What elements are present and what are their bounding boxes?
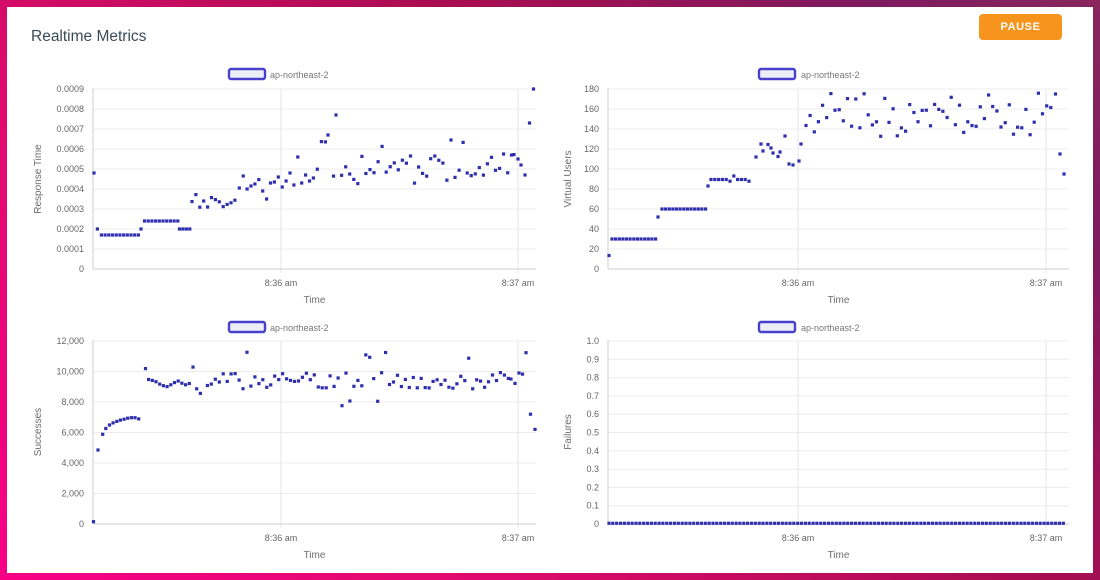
svg-text:ap-northeast-2: ap-northeast-2 — [270, 323, 329, 333]
svg-text:8:36 am: 8:36 am — [265, 278, 298, 288]
svg-text:40: 40 — [589, 224, 599, 234]
svg-text:0.0008: 0.0008 — [56, 104, 84, 114]
svg-text:0.4: 0.4 — [586, 446, 599, 456]
svg-text:10,000: 10,000 — [56, 367, 84, 377]
svg-text:8:36 am: 8:36 am — [265, 533, 298, 543]
svg-text:12,000: 12,000 — [56, 336, 84, 346]
svg-text:8:36 am: 8:36 am — [782, 278, 815, 288]
svg-text:0.0002: 0.0002 — [56, 224, 84, 234]
svg-text:20: 20 — [589, 244, 599, 254]
svg-text:0: 0 — [79, 519, 84, 529]
svg-text:160: 160 — [584, 104, 599, 114]
svg-text:Time: Time — [828, 295, 850, 306]
svg-text:ap-northeast-2: ap-northeast-2 — [801, 70, 860, 80]
svg-text:120: 120 — [584, 144, 599, 154]
svg-text:140: 140 — [584, 124, 599, 134]
svg-text:0: 0 — [594, 264, 599, 274]
svg-text:Failures: Failures — [563, 414, 574, 450]
svg-text:6,000: 6,000 — [61, 428, 84, 438]
svg-text:0.6: 0.6 — [586, 409, 599, 419]
svg-text:60: 60 — [589, 204, 599, 214]
svg-text:Successes: Successes — [33, 408, 44, 456]
svg-text:8:37 am: 8:37 am — [1030, 278, 1063, 288]
svg-text:8:37 am: 8:37 am — [502, 278, 535, 288]
svg-text:0.9: 0.9 — [586, 354, 599, 364]
svg-text:ap-northeast-2: ap-northeast-2 — [801, 323, 860, 333]
svg-text:0.5: 0.5 — [586, 428, 599, 438]
svg-text:0.1: 0.1 — [586, 501, 599, 511]
svg-text:Response Time: Response Time — [33, 144, 44, 214]
svg-text:0.2: 0.2 — [586, 482, 599, 492]
svg-text:Time: Time — [304, 295, 326, 306]
svg-text:100: 100 — [584, 164, 599, 174]
svg-text:Time: Time — [304, 550, 326, 561]
svg-text:0: 0 — [79, 264, 84, 274]
svg-text:4,000: 4,000 — [61, 458, 84, 468]
svg-text:0.8: 0.8 — [586, 373, 599, 383]
svg-text:1.0: 1.0 — [586, 336, 599, 346]
svg-text:0.0005: 0.0005 — [56, 164, 84, 174]
svg-text:80: 80 — [589, 184, 599, 194]
svg-text:0.0003: 0.0003 — [56, 204, 84, 214]
svg-text:8,000: 8,000 — [61, 397, 84, 407]
svg-text:ap-northeast-2: ap-northeast-2 — [270, 70, 329, 80]
svg-text:0.7: 0.7 — [586, 391, 599, 401]
svg-text:8:37 am: 8:37 am — [502, 533, 535, 543]
svg-text:8:36 am: 8:36 am — [782, 533, 815, 543]
svg-text:8:37 am: 8:37 am — [1030, 533, 1063, 543]
svg-text:0.0004: 0.0004 — [56, 184, 84, 194]
svg-text:Virtual Users: Virtual Users — [563, 150, 574, 207]
svg-text:180: 180 — [584, 84, 599, 94]
svg-text:0: 0 — [594, 519, 599, 529]
svg-text:0.0009: 0.0009 — [56, 84, 84, 94]
svg-text:0.0007: 0.0007 — [56, 124, 84, 134]
svg-text:0.0001: 0.0001 — [56, 244, 84, 254]
svg-text:0.3: 0.3 — [586, 464, 599, 474]
svg-text:0.0006: 0.0006 — [56, 144, 84, 154]
svg-text:Time: Time — [828, 550, 850, 561]
svg-text:2,000: 2,000 — [61, 489, 84, 499]
